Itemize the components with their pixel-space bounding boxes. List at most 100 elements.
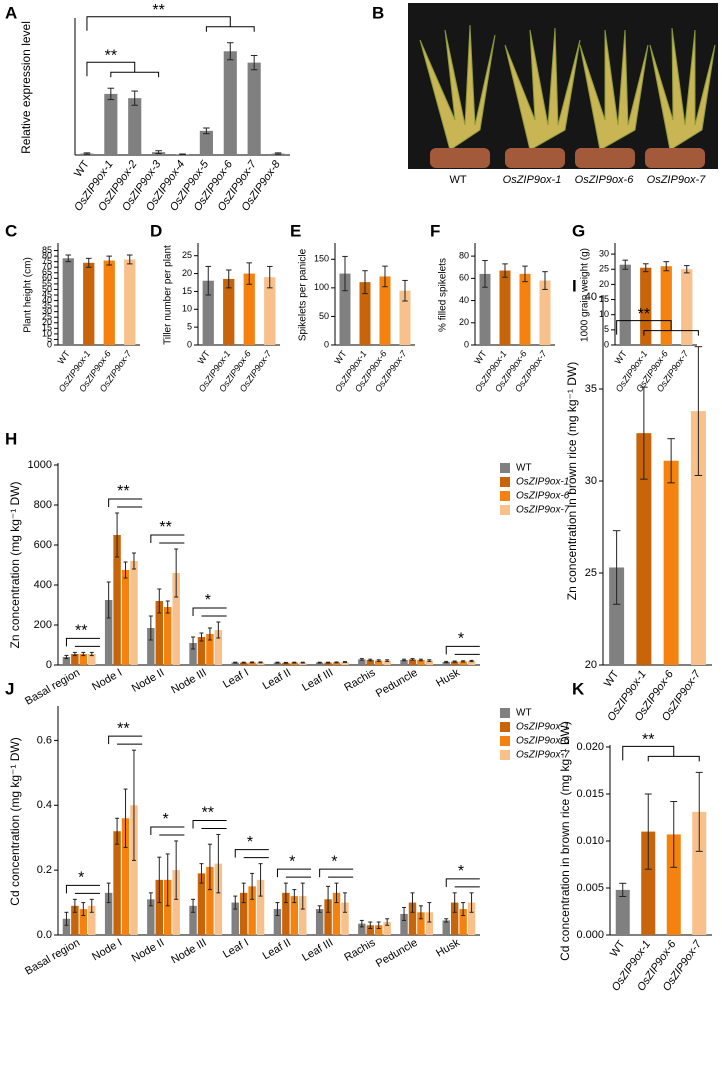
panel-label: J — [5, 679, 14, 698]
significance-bracket: * — [150, 811, 185, 836]
bar — [223, 278, 235, 345]
panel: K Cd concentration in brown rice (mg kg⁻¹… — [558, 679, 712, 993]
error-bar — [65, 254, 72, 263]
significance-label: ** — [642, 732, 654, 749]
bar — [62, 918, 71, 935]
error-bar — [81, 651, 86, 657]
error-bar — [342, 661, 347, 663]
bar — [663, 460, 679, 665]
bar — [231, 902, 239, 935]
y-tick-label: 0.010 — [576, 835, 604, 847]
y-tick-label: 70 — [42, 262, 52, 272]
x-tick-label: Husk — [434, 666, 462, 689]
bar — [408, 659, 417, 665]
panel: F% filled spikelets020406080WTOsZIP9ox-1… — [430, 221, 555, 394]
x-tick-label: Node II — [130, 667, 167, 695]
bar — [202, 280, 214, 345]
error-bar — [418, 658, 423, 662]
bracket — [234, 849, 269, 859]
y-tick-label: 5 — [604, 324, 609, 334]
error-bar — [326, 885, 331, 913]
bar — [147, 628, 155, 665]
bar — [379, 276, 391, 345]
significance-bracket: * — [65, 870, 100, 894]
panel-label: F — [430, 221, 440, 240]
x-tick-label: Husk — [434, 936, 462, 959]
bar — [88, 654, 96, 665]
legend-swatch — [500, 708, 510, 718]
bar — [383, 922, 391, 935]
bar — [273, 909, 282, 935]
significance-bracket: ** — [86, 2, 255, 32]
y-tick-label: 75 — [42, 256, 52, 266]
error-bar — [317, 661, 322, 664]
panel: B WT OsZIP9ox-1 OsZIP9ox-6 OsZIP9ox-7 — [372, 3, 706, 185]
x-tick-label: WT — [602, 668, 622, 689]
bracket — [86, 16, 255, 32]
bracket — [150, 826, 185, 836]
panel-label: K — [572, 679, 585, 698]
y-tick-label: 15 — [182, 286, 192, 296]
bracket — [445, 878, 480, 888]
y-tick-label: 60 — [459, 273, 469, 283]
bar — [113, 831, 121, 935]
bar — [248, 886, 256, 935]
error-bar — [642, 263, 649, 273]
x-tick-label: WT — [613, 348, 630, 366]
x-tick-label: Rachis — [342, 666, 378, 693]
legend-label: OsZIP9ox-6 — [516, 736, 570, 747]
bar — [366, 660, 374, 665]
bar — [692, 811, 707, 935]
bar — [442, 920, 450, 935]
x-tick-label: Leaf II — [261, 937, 293, 963]
error-bar — [241, 661, 246, 664]
y-tick-label: 0.4 — [37, 799, 52, 811]
y-tick-label: 1000 — [28, 459, 52, 471]
bar — [248, 662, 256, 665]
panel-label: H — [5, 429, 17, 448]
error-bar — [107, 87, 115, 101]
y-tick-label: 20 — [599, 279, 609, 289]
bar — [375, 925, 383, 935]
panel: J Cd concentration (mg kg⁻¹ DW) 0.0 0.2 0.4 0… — [5, 679, 570, 977]
bar — [408, 902, 417, 935]
bar — [459, 909, 467, 935]
error-bar — [233, 895, 238, 910]
error-bar — [246, 262, 253, 285]
y-tick-label: 100 — [314, 282, 329, 292]
bar — [172, 573, 180, 665]
legend-swatch — [500, 463, 510, 473]
bar — [164, 607, 172, 665]
bar — [400, 913, 408, 935]
error-bar — [402, 658, 407, 662]
bracket — [445, 645, 480, 655]
bar — [239, 662, 248, 665]
legend-swatch — [500, 477, 510, 487]
bar — [417, 912, 425, 935]
significance-label: * — [78, 870, 84, 887]
error-bar — [385, 659, 390, 662]
significance-bracket: ** — [192, 805, 227, 829]
legend-label: OsZIP9ox-7 — [516, 750, 570, 761]
bar — [164, 879, 172, 935]
bar — [315, 909, 324, 935]
error-bar — [199, 863, 204, 884]
significance-label: ** — [152, 2, 164, 19]
error-bar — [427, 902, 432, 923]
legend-swatch — [500, 736, 510, 746]
error-bar — [342, 892, 347, 913]
error-bar — [283, 661, 288, 664]
error-bar — [695, 771, 703, 852]
error-bar — [326, 661, 331, 664]
bar — [417, 660, 425, 665]
panel-label: B — [372, 3, 384, 22]
y-tick-label: 60 — [42, 273, 52, 283]
error-bar — [115, 817, 120, 845]
error-bar — [216, 621, 221, 639]
bar — [247, 62, 261, 156]
photo-label: OsZIP9ox-7 — [647, 174, 707, 186]
y-tick-label: 10 — [182, 304, 192, 314]
error-bar — [72, 898, 77, 913]
error-bar — [640, 386, 648, 480]
